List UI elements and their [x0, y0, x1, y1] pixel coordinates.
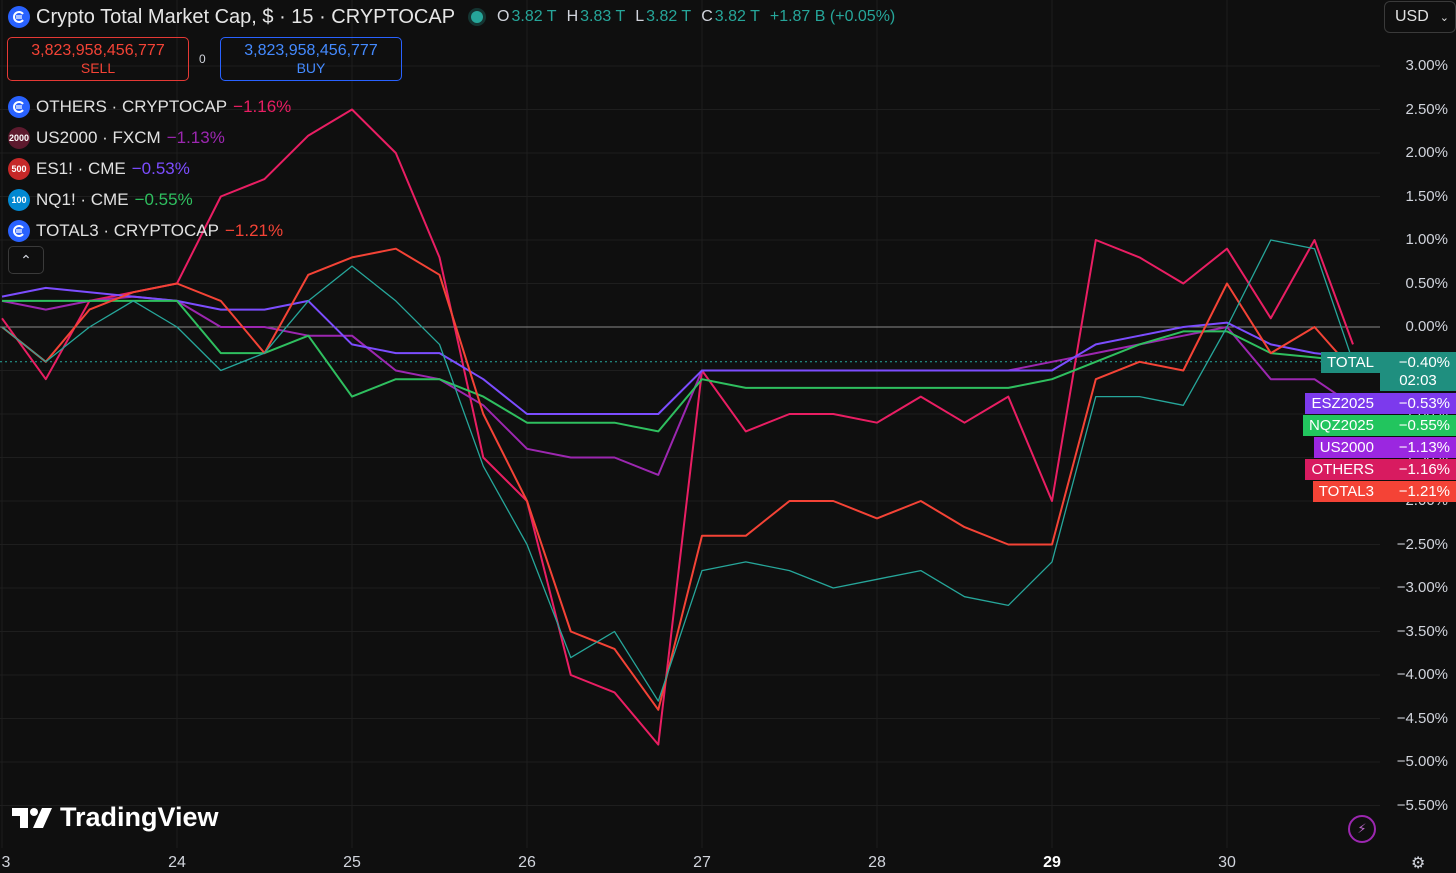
legend-row[interactable]: 100 NQ1! · CME −0.55% — [8, 185, 291, 216]
gear-icon[interactable]: ⚙ — [1411, 855, 1426, 872]
series-line-nq1[interactable] — [2, 299, 1354, 433]
legend: OTHERS · CRYPTOCAP −1.16% 2000 US2000 · FXC… — [8, 91, 291, 247]
x-tick-label: 25 — [343, 854, 361, 871]
price-tag-symbol: US2000 — [1313, 437, 1380, 458]
currency-select[interactable]: USD ⌄ — [1384, 1, 1456, 33]
series-line-total[interactable] — [1, 239, 1354, 702]
legend-change: −1.13% — [166, 127, 225, 147]
legend-change: −0.55% — [134, 190, 193, 210]
legend-symbol-name: ES1! · CME — [36, 158, 126, 178]
cryptocap-icon — [8, 220, 30, 243]
y-tick-label: −3.50% — [1396, 622, 1448, 640]
legend-row[interactable]: TOTAL3 · CRYPTOCAP −1.21% — [8, 216, 291, 247]
ohlc-high: H 3.83 T — [566, 8, 626, 25]
chart-header: Crypto Total Market Cap, $ · 15 · CRYPTO… — [8, 4, 895, 30]
x-tick-label: 24 — [168, 854, 186, 871]
x-tick-label: 30 — [1218, 854, 1236, 871]
legend-row[interactable]: OTHERS · CRYPTOCAP −1.16% — [8, 91, 291, 122]
sell-label: SELL — [80, 60, 116, 76]
y-tick-label: −5.50% — [1396, 796, 1448, 814]
legend-change: −1.21% — [224, 221, 284, 241]
sell-price: 3,823,958,456,777 — [31, 42, 165, 59]
x-tick-label: 27 — [693, 854, 711, 871]
series-line-es1[interactable] — [1, 286, 1354, 415]
y-tick-label: 0.50% — [1405, 274, 1448, 292]
y-tick-label: −3.00% — [1396, 579, 1448, 596]
currency-value: USD — [1395, 8, 1429, 25]
y-tick-label: 2.00% — [1405, 144, 1448, 161]
price-tag-value: −0.40% — [1380, 352, 1456, 373]
chevron-up-icon: ⌃ — [20, 251, 32, 268]
price-tag-value: −1.21% — [1380, 481, 1456, 502]
legend-symbol-name: US2000 · FXCM — [36, 127, 161, 147]
price-tag-value: −1.16% — [1380, 459, 1456, 480]
price-tag-symbol: TOTAL — [1321, 352, 1380, 373]
y-tick-label: −4.00% — [1396, 666, 1448, 683]
x-tick-label: 3 — [1, 854, 11, 871]
index-badge-icon: 2000 — [8, 126, 30, 149]
buy-price: 3,823,958,456,777 — [244, 42, 378, 59]
ohlc-values: O 3.82 T H 3.83 T L 3.82 T C 3.82 T +1.87 B … — [497, 8, 895, 26]
y-tick-label: 0.00% — [1405, 318, 1448, 335]
x-tick-label: 29 — [1043, 854, 1061, 871]
chart-grid — [0, 0, 1380, 848]
buy-label: BUY — [296, 60, 326, 76]
cryptocap-icon — [8, 95, 30, 118]
ohlc-open: O 3.82 T — [497, 8, 557, 25]
index-badge-icon: 500 — [8, 157, 30, 180]
symbol-title[interactable]: Crypto Total Market Cap, $ · 15 · CRYPTO… — [36, 5, 456, 28]
legend-symbol-name: NQ1! · CME — [36, 190, 129, 210]
series-line-us2000[interactable] — [1, 295, 1354, 476]
y-tick-label: −4.50% — [1396, 709, 1448, 727]
price-tag-symbol: NQZ2025 — [1302, 415, 1380, 436]
y-tick-label: 2.50% — [1405, 100, 1448, 118]
index-badge-icon: 100 — [8, 189, 30, 212]
price-tag-value: −0.55% — [1380, 415, 1456, 436]
tradingview-wordmark: TradingView — [60, 802, 219, 832]
legend-change: −0.53% — [131, 158, 190, 178]
y-tick-label: 1.00% — [1405, 231, 1448, 248]
tradingview-logo-icon — [12, 807, 52, 828]
market-status-icon[interactable] — [471, 11, 484, 23]
spread-value: 0 — [199, 52, 206, 66]
bar-countdown: 02:03 — [1380, 371, 1456, 391]
price-tag-value: −0.53% — [1380, 393, 1456, 414]
price-tag-value: −1.13% — [1380, 437, 1456, 458]
ohlc-low: L 3.82 T — [635, 8, 692, 25]
series-line-others[interactable] — [1, 108, 1354, 746]
legend-change: −1.16% — [233, 96, 292, 116]
cryptocap-icon — [8, 6, 30, 28]
y-tick-label: 1.50% — [1405, 187, 1448, 205]
price-tag-symbol: ESZ2025 — [1305, 393, 1380, 414]
y-tick-label: −5.00% — [1396, 753, 1448, 770]
legend-symbol-name: OTHERS · CRYPTOCAP — [36, 96, 228, 116]
series-layer — [1, 108, 1354, 746]
y-tick-label: −2.50% — [1396, 535, 1448, 553]
legend-symbol-name: TOTAL3 · CRYPTOCAP — [36, 221, 219, 241]
collapse-legend-button[interactable]: ⌃ — [8, 246, 44, 274]
sell-button[interactable]: 3,823,958,456,777 SELL — [7, 37, 189, 81]
lightning-icon[interactable]: ⚡ — [1348, 815, 1376, 843]
legend-row[interactable]: 500 ES1! · CME −0.53% — [8, 153, 291, 184]
buy-button[interactable]: 3,823,958,456,777 BUY — [220, 37, 402, 81]
legend-row[interactable]: 2000 US2000 · FXCM −1.13% — [8, 122, 291, 153]
ohlc-change: +1.87 B (+0.05%) — [769, 8, 896, 25]
chevron-down-icon: ⌄ — [1439, 11, 1449, 24]
x-tick-label: 28 — [868, 854, 886, 871]
y-tick-label: 3.00% — [1405, 57, 1448, 74]
price-tag-symbol: OTHERS — [1305, 459, 1380, 480]
x-tick-label: 26 — [518, 854, 536, 871]
series-line-total3[interactable] — [1, 247, 1354, 711]
tradingview-logo[interactable]: TradingView — [12, 802, 219, 833]
price-tag-symbol: TOTAL3 — [1312, 481, 1380, 502]
ohlc-close: C 3.82 T — [701, 8, 760, 25]
